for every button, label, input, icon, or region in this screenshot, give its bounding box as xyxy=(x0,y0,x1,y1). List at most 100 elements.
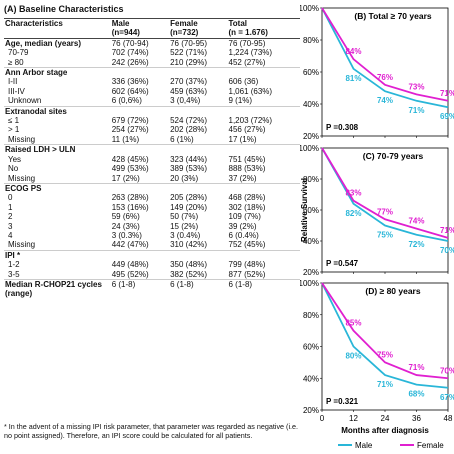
row-label: Age, median (years) xyxy=(4,37,111,49)
x-tick-label: 36 xyxy=(412,414,421,423)
data-label-male: 71% xyxy=(408,106,424,115)
row-label: 3 xyxy=(8,221,13,231)
cell-female: 20 (3%) xyxy=(170,173,199,183)
table-row: III-IV 602 (64%) 459 (63%) 1,061 (63%) xyxy=(4,87,300,96)
series-line-female xyxy=(321,282,449,380)
table-row: Extranodal sites xyxy=(4,105,300,117)
cell-female xyxy=(169,105,228,117)
cell-female: 323 (44%) xyxy=(170,154,208,164)
cell-male: 17 (2%) xyxy=(111,173,140,183)
cell-total: 1,203 (72%) xyxy=(228,116,273,126)
data-label-male: 68% xyxy=(408,390,424,399)
survival-charts: 100% 80% 60% 40% 20% (B) Total ≥ 70 years 81% 7… xyxy=(300,4,454,450)
cell-total: 799 (48%) xyxy=(228,260,266,270)
cell-total xyxy=(227,105,300,117)
cell-total: 17 (1%) xyxy=(228,134,257,144)
table-row: 3-5 495 (52%) 382 (52%) 877 (52%) xyxy=(4,270,300,280)
row-label: IPI * xyxy=(4,249,111,261)
table-row: ≥ 80 242 (26%) 210 (29%) 452 (27%) xyxy=(4,58,300,68)
data-label-female: 71% xyxy=(440,226,454,235)
row-label: 4 xyxy=(8,230,13,240)
data-label-male: 75% xyxy=(377,231,393,240)
cell-total: 452 (27%) xyxy=(228,57,266,67)
cell-total xyxy=(227,182,300,194)
cell-male: 6 (0,6%) xyxy=(111,96,142,106)
p-value: P =0.308 xyxy=(326,123,359,132)
y-tick-label: 60% xyxy=(303,343,319,352)
table-row: Ann Arbor stage xyxy=(4,67,300,78)
cell-male: 495 (52%) xyxy=(111,269,149,279)
cell-male: 24 (3%) xyxy=(111,221,140,231)
table-row: Unknown 6 (0,6%) 3 (0,4%) 9 (1%) xyxy=(4,96,300,106)
table-row: Raised LDH > ULN xyxy=(4,144,300,155)
cell-total: 752 (45%) xyxy=(228,240,266,250)
cell-male: 428 (45%) xyxy=(111,154,149,164)
cell-total: 76 (70-95) xyxy=(227,37,300,49)
table-title: (A) Baseline Characteristics xyxy=(4,4,124,14)
cell-male: 254 (27%) xyxy=(111,125,149,135)
row-label: > 1 xyxy=(8,125,20,135)
table-row: > 1 254 (27%) 202 (28%) 456 (27%) xyxy=(4,125,300,134)
row-label: Median R-CHOP21 cycles (range) xyxy=(4,278,111,299)
cell-female: 149 (20%) xyxy=(170,202,208,212)
data-label-female: 71% xyxy=(408,363,424,372)
cell-total: 9 (1%) xyxy=(228,96,253,106)
data-label-female: 76% xyxy=(377,73,393,82)
cell-total: 109 (7%) xyxy=(228,212,261,222)
cell-male xyxy=(110,182,170,194)
cell-total: 39 (2%) xyxy=(228,221,257,231)
cell-total xyxy=(227,249,300,261)
header-male: Male (n=944) xyxy=(110,18,170,39)
cell-female xyxy=(169,67,228,78)
row-label: No xyxy=(8,164,19,174)
cell-male: 336 (36%) xyxy=(111,77,149,87)
cell-male: 76 (70-94) xyxy=(110,37,170,49)
row-label: Extranodal sites xyxy=(4,105,111,117)
data-label-male: 70% xyxy=(440,246,454,255)
data-label-male: 69% xyxy=(440,112,454,121)
cell-female: 524 (72%) xyxy=(170,116,208,126)
y-axis-label: Relative Survival xyxy=(300,178,309,242)
legend-label-male: Male xyxy=(355,441,373,450)
data-label-female: 75% xyxy=(377,350,393,359)
table-row: Missing 442 (47%) 310 (42%) 752 (45%) xyxy=(4,240,300,250)
row-label: Raised LDH > ULN xyxy=(4,144,111,155)
cell-total: 468 (28%) xyxy=(228,193,266,203)
data-label-female: 70% xyxy=(440,366,454,375)
cell-female: 6 (1%) xyxy=(170,134,194,144)
cell-female: 205 (28%) xyxy=(170,193,208,203)
cell-total: 6 (0.4%) xyxy=(228,230,259,240)
cell-male: 679 (72%) xyxy=(111,116,149,126)
cell-total: 888 (53%) xyxy=(228,164,266,174)
y-tick-label: 20% xyxy=(303,406,319,415)
y-tick-label: 100% xyxy=(300,144,319,153)
y-tick-label: 60% xyxy=(303,68,319,77)
cell-male: 442 (47%) xyxy=(111,240,149,250)
p-value: P =0.547 xyxy=(326,259,359,268)
table-row: 4 3 (0.3%) 3 (0.4%) 6 (0.4%) xyxy=(4,231,300,240)
panel-title: (B) Total ≥ 70 years xyxy=(354,11,432,21)
cell-male: 11 (1%) xyxy=(111,134,140,144)
table-body: Age, median (years) 76 (70-94) 76 (70-95) 7… xyxy=(4,37,300,299)
y-tick-label: 60% xyxy=(303,206,319,215)
table-row: I-II 336 (36%) 270 (37%) 606 (36) xyxy=(4,77,300,86)
header-characteristics: Characteristics xyxy=(4,18,111,39)
cell-total: 1,224 (73%) xyxy=(228,48,273,58)
series-line-male xyxy=(321,282,449,389)
cell-female: 270 (37%) xyxy=(170,77,208,87)
cell-total: 6 (1-8) xyxy=(227,278,300,299)
table-row: 0 263 (28%) 205 (28%) 468 (28%) xyxy=(4,193,300,202)
cell-total: 606 (36) xyxy=(228,77,259,87)
data-label-male: 67% xyxy=(440,393,454,402)
row-label: 1 xyxy=(8,202,13,212)
row-label: ≤ 1 xyxy=(8,116,20,126)
header-female: Female (n=732) xyxy=(169,18,228,39)
cell-female: 210 (29%) xyxy=(170,57,208,67)
cell-male xyxy=(110,67,170,78)
cell-female: 350 (48%) xyxy=(170,260,208,270)
cell-male: 449 (48%) xyxy=(111,260,149,270)
data-label-female: 71% xyxy=(440,89,454,98)
y-tick-label: 100% xyxy=(300,4,319,13)
table-row: IPI * xyxy=(4,249,300,261)
row-label: Yes xyxy=(8,154,22,164)
